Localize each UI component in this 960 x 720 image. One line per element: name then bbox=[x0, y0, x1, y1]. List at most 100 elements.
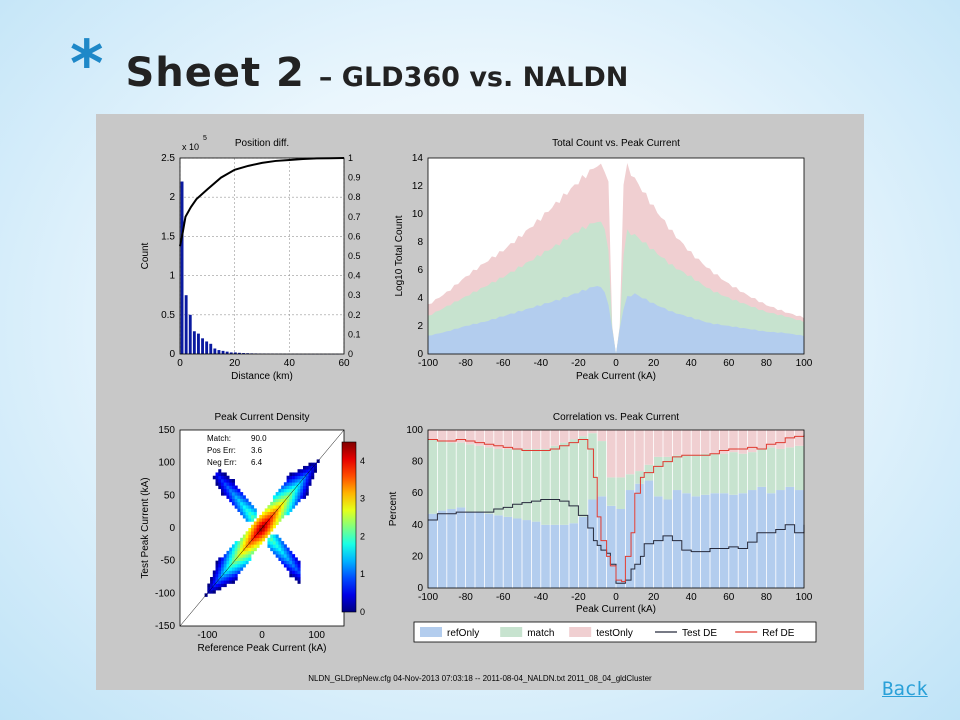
correlation-bar-refOnly bbox=[550, 524, 560, 588]
density-cell bbox=[248, 547, 252, 552]
density-xtick-label: -100 bbox=[197, 630, 217, 641]
density-cell bbox=[221, 580, 225, 584]
density-cell bbox=[240, 511, 244, 516]
density-cell bbox=[294, 570, 298, 575]
correlation-ytick-label: 100 bbox=[406, 425, 423, 436]
correlation-ytick-label: 0 bbox=[417, 583, 423, 594]
position-diff-y2tick-label: 0.3 bbox=[348, 290, 361, 300]
correlation-bar-match bbox=[635, 471, 644, 484]
density-cell bbox=[215, 583, 219, 588]
density-cell bbox=[223, 554, 227, 558]
density-cell bbox=[267, 508, 271, 512]
density-cell bbox=[275, 550, 279, 555]
density-cell bbox=[300, 495, 304, 499]
density-cell bbox=[275, 554, 279, 558]
correlation-bar-refOnly bbox=[729, 494, 738, 588]
density-cell bbox=[303, 472, 307, 477]
density-cell bbox=[240, 554, 244, 558]
density-cell bbox=[240, 498, 244, 503]
correlation-bar-match bbox=[503, 448, 513, 517]
total-count-xlabel: Peak Current (kA) bbox=[576, 371, 656, 382]
correlation-xtick-label: 100 bbox=[796, 592, 813, 603]
density-cell bbox=[259, 514, 263, 519]
density-cell bbox=[253, 547, 257, 552]
density-cell bbox=[245, 557, 249, 561]
density-cell bbox=[221, 472, 225, 477]
density-cell bbox=[226, 557, 230, 561]
density-colorbar-tick-label: 2 bbox=[360, 531, 365, 541]
density-cell bbox=[286, 547, 290, 552]
density-cell bbox=[245, 537, 249, 542]
total-count-ytick-label: 10 bbox=[412, 209, 424, 220]
density-cell bbox=[210, 580, 214, 584]
correlation-bar-refOnly bbox=[785, 486, 795, 588]
correlation-ytick-label: 80 bbox=[412, 457, 424, 468]
correlation-bar-refOnly bbox=[456, 507, 466, 588]
density-cell bbox=[270, 511, 274, 516]
density-cell bbox=[270, 547, 274, 552]
density-cell bbox=[292, 492, 296, 496]
density-cell bbox=[294, 560, 298, 565]
back-link[interactable]: Back bbox=[882, 678, 928, 700]
density-cell bbox=[305, 469, 309, 473]
correlation-bar-refOnly bbox=[597, 496, 607, 588]
density-cell bbox=[251, 511, 255, 516]
position-diff-bar bbox=[188, 314, 192, 354]
density-cell bbox=[289, 554, 293, 558]
position-diff-y2tick-label: 0.9 bbox=[348, 173, 361, 183]
correlation-bar-testOnly bbox=[654, 430, 663, 457]
correlation-bar-refOnly bbox=[748, 490, 757, 588]
density-cell bbox=[275, 537, 279, 542]
density-cell bbox=[218, 567, 222, 571]
position-diff-bar bbox=[180, 181, 184, 354]
density-cell bbox=[234, 554, 238, 558]
density-cell bbox=[300, 475, 304, 480]
density-cell bbox=[294, 482, 298, 486]
correlation-bar-refOnly bbox=[644, 480, 654, 588]
density-cell bbox=[281, 488, 285, 493]
total-count-xtick-label: 100 bbox=[796, 358, 813, 369]
density-cell bbox=[210, 590, 214, 594]
density-cell bbox=[300, 485, 304, 490]
correlation-bar-refOnly bbox=[701, 494, 710, 588]
density-cell bbox=[289, 475, 293, 480]
density-cell bbox=[237, 505, 241, 509]
total-count-xtick-label: 0 bbox=[613, 358, 619, 369]
density-cell bbox=[240, 544, 244, 548]
density-cell bbox=[234, 498, 238, 503]
correlation-bar-testOnly bbox=[663, 430, 672, 457]
density-cell bbox=[234, 541, 238, 545]
density-cell bbox=[251, 524, 255, 529]
correlation-bar-match bbox=[691, 455, 701, 497]
density-cell bbox=[242, 514, 246, 519]
density-cell bbox=[308, 475, 312, 480]
density-cell bbox=[297, 485, 301, 490]
density-cell bbox=[253, 537, 257, 542]
correlation-ytick-label: 40 bbox=[412, 520, 424, 531]
total-count-xtick-label: -60 bbox=[496, 358, 511, 369]
density-stat-value: 6.4 bbox=[251, 458, 263, 467]
density-cell bbox=[278, 495, 282, 499]
correlation-bar-testOnly bbox=[428, 430, 437, 440]
correlation-bar-match bbox=[578, 436, 588, 517]
density-cell bbox=[286, 554, 290, 558]
density-cell bbox=[223, 560, 227, 565]
density-cell bbox=[297, 573, 301, 578]
density-cell bbox=[292, 501, 296, 506]
density-cell bbox=[303, 469, 307, 473]
correlation-bar-match bbox=[795, 445, 804, 491]
correlation-bar-testOnly bbox=[560, 430, 569, 443]
density-cell bbox=[305, 475, 309, 480]
correlation-bar-refOnly bbox=[588, 499, 597, 588]
density-cell bbox=[264, 528, 268, 532]
density-cell bbox=[283, 511, 287, 516]
density-cell bbox=[294, 495, 298, 499]
density-cell bbox=[229, 488, 233, 493]
density-cell bbox=[297, 570, 301, 575]
density-cell bbox=[289, 485, 293, 490]
density-cell bbox=[251, 505, 255, 509]
density-cell bbox=[272, 495, 276, 499]
density-ytick-label: 100 bbox=[158, 458, 175, 469]
correlation-bar-testOnly bbox=[437, 430, 447, 442]
density-cell bbox=[289, 505, 293, 509]
